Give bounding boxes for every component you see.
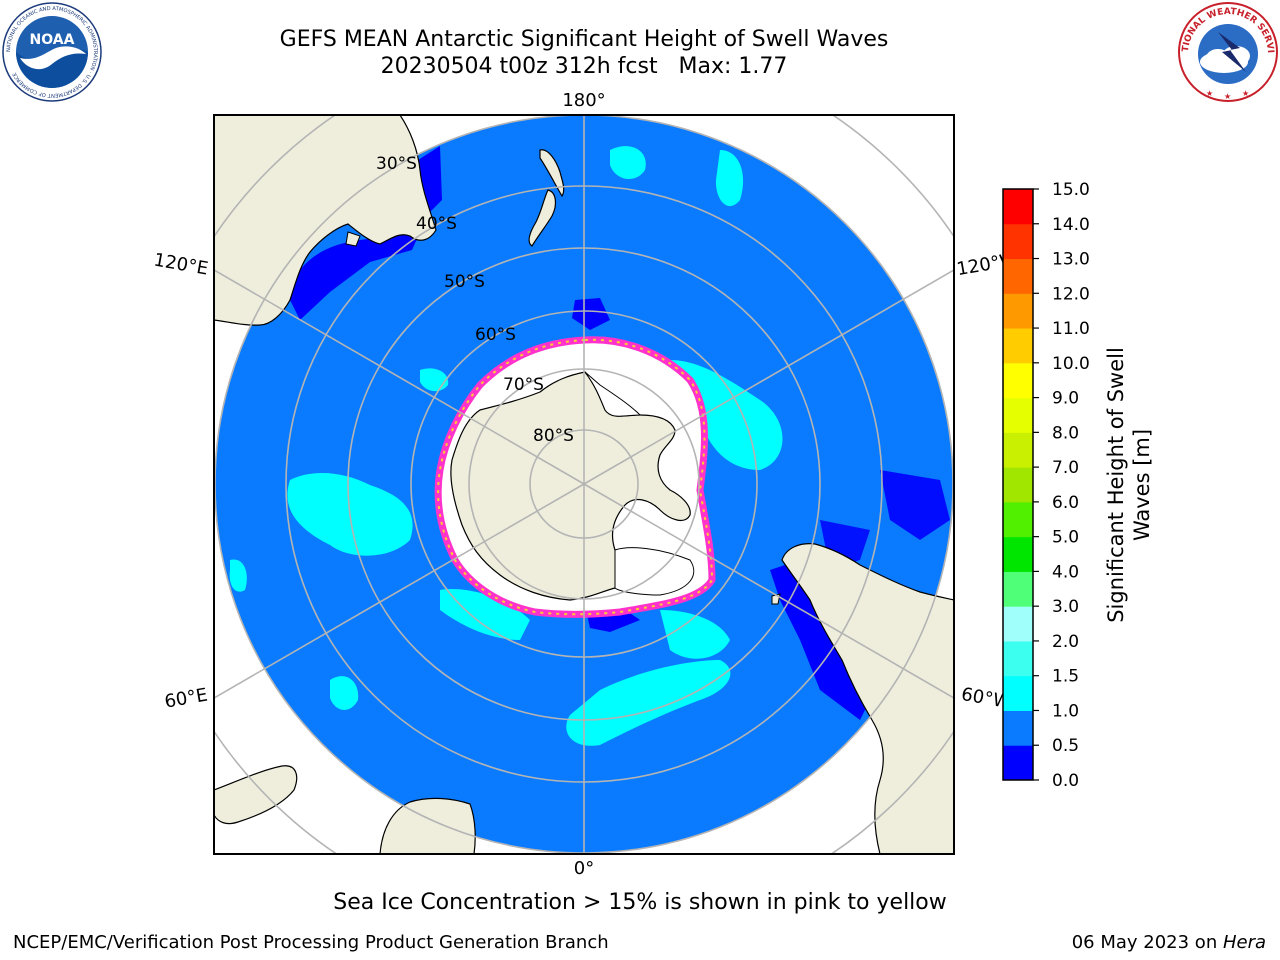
colorbar-tick-label: 0.0 xyxy=(1052,771,1079,791)
footer-machine: Hera xyxy=(1222,932,1266,953)
svg-text:★: ★ xyxy=(1242,89,1249,98)
map-area: 30°S 40°S 50°S 60°S 70°S 80°S xyxy=(214,115,954,854)
colorbar-tick-label: 9.0 xyxy=(1052,389,1079,409)
lat-label-60s: 60°S xyxy=(475,325,516,345)
colorbar-tick-label: 0.5 xyxy=(1052,736,1079,756)
colorbar-tick-label: 7.0 xyxy=(1052,458,1079,478)
lon-label-120e: 120°E xyxy=(152,249,210,279)
colorbar-segment xyxy=(1003,189,1033,225)
lat-label-40s: 40°S xyxy=(416,214,457,234)
colorbar-segment xyxy=(1003,745,1033,781)
colorbar-segment xyxy=(1003,571,1033,607)
colorbar-tick-label: 1.0 xyxy=(1052,701,1079,721)
colorbar-tick-label: 13.0 xyxy=(1052,250,1090,270)
madagascar-land xyxy=(214,765,298,825)
lat-label-80s: 80°S xyxy=(533,426,574,446)
svg-text:NOAA: NOAA xyxy=(30,32,75,48)
footer-credit: NCEP/EMC/Verification Post Processing Pr… xyxy=(13,932,609,953)
lat-label-70s: 70°S xyxy=(503,375,544,395)
colorbar-segment xyxy=(1003,362,1033,399)
colorbar-tick-label: 14.0 xyxy=(1052,215,1090,235)
colorbar-tick-label: 2.0 xyxy=(1052,632,1079,652)
colorbar-segment xyxy=(1003,432,1033,468)
colorbar-segment xyxy=(1003,710,1033,746)
colorbar-segment xyxy=(1003,467,1033,503)
footer-date: 06 May 2023 on Hera xyxy=(1072,931,1266,955)
colorbar-tick-label: 6.0 xyxy=(1052,493,1079,513)
chart-title: GEFS MEAN Antarctic Significant Height o… xyxy=(279,27,889,52)
longitude-gridlines xyxy=(214,115,954,854)
colorbar-segment xyxy=(1003,606,1033,642)
colorbar-tick-label: 8.0 xyxy=(1052,423,1079,443)
colorbar-tick-label: 5.0 xyxy=(1052,528,1079,548)
footer-date-text: 06 May 2023 on xyxy=(1071,932,1223,953)
colorbar-tick-label: 12.0 xyxy=(1052,284,1090,304)
colorbar-tick-label: 3.0 xyxy=(1052,597,1079,617)
colorbar-segment xyxy=(1003,397,1033,433)
colorbar-segment xyxy=(1003,223,1033,260)
south-america-land xyxy=(781,543,954,854)
lat-label-50s: 50°S xyxy=(444,272,485,292)
colorbar-segment xyxy=(1003,293,1033,329)
nws-logo: NATIONAL WEATHER SERVICE ★ ★ ★ xyxy=(1178,2,1278,102)
colorbar-tick-label: 10.0 xyxy=(1052,354,1090,374)
noaa-logo: NATIONAL OCEANIC AND ATMOSPHERIC ADMINIS… xyxy=(2,2,102,102)
antarctica-land xyxy=(450,371,691,601)
colorbar-tick-label: 11.0 xyxy=(1052,319,1090,339)
colorbar-label-line1: Significant Height of Swell xyxy=(1104,347,1128,623)
colorbar-segment xyxy=(1003,328,1033,364)
lon-label-180: 180° xyxy=(562,90,605,111)
colorbar-segment xyxy=(1003,536,1033,572)
colorbar-tick-label: 1.5 xyxy=(1052,667,1079,687)
lat-label-30s: 30°S xyxy=(376,154,417,174)
colorbar-segment xyxy=(1003,675,1033,711)
svg-text:★: ★ xyxy=(1206,89,1213,98)
colorbar-segment xyxy=(1003,258,1033,294)
africa-land xyxy=(379,797,476,854)
colorbar-label-line2: Waves [m] xyxy=(1130,429,1154,541)
colorbar-tick-label: 15.0 xyxy=(1052,180,1090,200)
colorbar-segment xyxy=(1003,640,1033,677)
svg-text:★: ★ xyxy=(1224,92,1231,101)
chart-subtitle: 20230504 t00z 312h fcst Max: 1.77 xyxy=(380,54,788,79)
lon-label-60e: 60°E xyxy=(163,684,209,712)
lon-label-0: 0° xyxy=(574,858,594,879)
colorbar-segment xyxy=(1003,501,1033,538)
map-frame xyxy=(213,114,955,855)
sea-ice-note: Sea Ice Concentration > 15% is shown in … xyxy=(333,890,947,915)
colorbar-tick-label: 4.0 xyxy=(1052,562,1079,582)
colorbar: 0.0 0.5 1.0 1.5 2.0 3.0 4.0 5.0 6.0 7.0 8.0 9.0 10.0… xyxy=(1002,180,1154,791)
